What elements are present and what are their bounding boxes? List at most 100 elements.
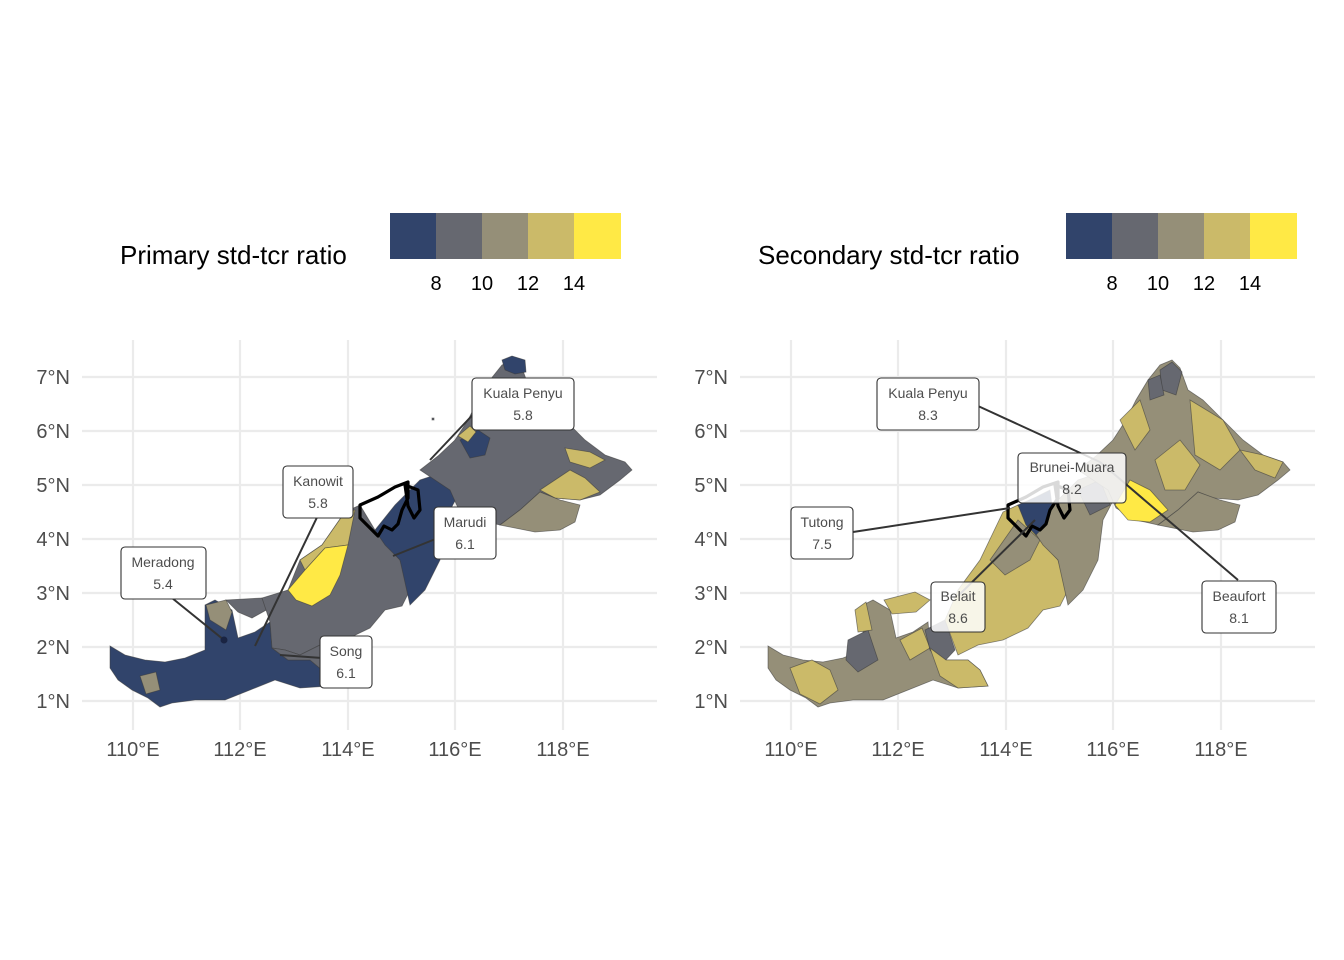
map-label: Meradong 5.4 — [120, 546, 207, 600]
y-tick-label: 6°N — [694, 421, 728, 443]
label-name: Tutong — [800, 514, 843, 530]
x-tick-label: 110°E — [764, 739, 817, 761]
region — [1157, 491, 1241, 533]
x-tick-label: 112°E — [213, 739, 266, 761]
label-value: 6.1 — [336, 665, 356, 681]
region — [1147, 374, 1165, 401]
y-tick-label: 4°N — [36, 529, 70, 551]
region — [501, 355, 527, 375]
region — [539, 469, 601, 501]
y-tick-label: 2°N — [36, 637, 70, 659]
legend-title: Primary std-tcr ratio — [120, 240, 347, 270]
legend-swatch-3 — [482, 213, 528, 259]
region — [499, 491, 581, 533]
region — [564, 447, 606, 469]
legend-tick: 8 — [430, 273, 441, 295]
label-name: Kuala Penyu — [483, 385, 562, 401]
region — [789, 659, 839, 705]
legend-swatch-2 — [1112, 213, 1158, 259]
x-tick-label: 110°E — [106, 739, 159, 761]
legend-swatch-5 — [574, 213, 621, 259]
legend-tick: 12 — [1193, 273, 1215, 295]
region — [1189, 399, 1241, 471]
label-value: 5.4 — [153, 576, 173, 592]
y-axis-labels: 7°N 6°N 5°N 4°N 3°N 2°N 1°N — [694, 367, 728, 713]
region — [854, 601, 873, 633]
map-label: Brunei-Muara 8.2 — [1017, 452, 1127, 504]
label-value: 6.1 — [455, 536, 475, 552]
legend-tick: 10 — [471, 273, 493, 295]
y-tick-label: 6°N — [36, 421, 70, 443]
legend-swatch-5 — [1250, 213, 1297, 259]
label-name: Meradong — [131, 554, 194, 570]
legend-swatch-3 — [1158, 213, 1204, 259]
y-tick-label: 5°N — [694, 475, 728, 497]
label-value: 7.5 — [812, 536, 832, 552]
label-value: 8.6 — [948, 610, 968, 626]
map-label: Tutong 7.5 — [790, 506, 854, 560]
map-label: Song 6.1 — [319, 635, 373, 689]
legend-swatch-1 — [1066, 213, 1112, 259]
label-name: Belait — [940, 588, 975, 604]
label-name: Beaufort — [1213, 588, 1266, 604]
region — [883, 591, 931, 615]
x-tick-label: 114°E — [321, 739, 374, 761]
legend-secondary: Secondary std-tcr ratio 8 10 12 14 — [758, 213, 1297, 295]
legend-tick: 14 — [563, 273, 585, 295]
map-label: Beaufort 8.1 — [1201, 580, 1277, 634]
y-tick-label: 7°N — [694, 367, 728, 389]
region — [457, 425, 477, 443]
y-tick-label: 3°N — [36, 583, 70, 605]
x-tick-label: 112°E — [871, 739, 924, 761]
label-value: 8.1 — [1229, 610, 1249, 626]
y-tick-label: 5°N — [36, 475, 70, 497]
region — [287, 544, 349, 607]
x-tick-label: 116°E — [428, 739, 481, 761]
label-value: 5.8 — [513, 407, 533, 423]
y-tick-label: 1°N — [36, 691, 70, 713]
x-tick-label: 116°E — [1086, 739, 1139, 761]
legend-primary: Primary std-tcr ratio 8 10 12 14 — [120, 213, 621, 295]
label-value: 8.2 — [1062, 481, 1082, 497]
region — [205, 599, 233, 631]
region — [1114, 479, 1169, 523]
label-leaders-primary — [171, 404, 483, 659]
label-name: Kanowit — [293, 473, 343, 489]
x-tick-label: 118°E — [1194, 739, 1247, 761]
y-tick-label: 7°N — [36, 367, 70, 389]
legend-tick: 14 — [1239, 273, 1261, 295]
region — [431, 417, 435, 421]
brunei-outline — [358, 480, 422, 538]
map-label: Marudi 6.1 — [433, 506, 497, 560]
label-name: Kuala Penyu — [888, 385, 967, 401]
y-tick-label: 1°N — [694, 691, 728, 713]
panel-secondary: Secondary std-tcr ratio 8 10 12 14 — [694, 213, 1315, 761]
label-value: 5.8 — [308, 495, 328, 511]
region — [139, 671, 161, 695]
panel-primary: Primary std-tcr ratio 8 10 12 14 — [36, 213, 657, 761]
map-label: Kanowit 5.8 — [282, 465, 354, 519]
map-label: Kuala Penyu 8.3 — [876, 377, 980, 431]
region — [1119, 399, 1151, 451]
map-label: Belait 8.6 — [930, 581, 986, 633]
label-value: 8.3 — [918, 407, 938, 423]
map-regions-secondary — [767, 359, 1291, 708]
region — [1239, 449, 1284, 479]
y-tick-label: 4°N — [694, 529, 728, 551]
x-axis-labels: 110°E 112°E 114°E 116°E 118°E — [106, 739, 589, 761]
region — [1154, 439, 1201, 491]
region — [225, 597, 271, 619]
label-name: Marudi — [444, 514, 487, 530]
label-name: Brunei-Muara — [1030, 459, 1115, 475]
legend-title: Secondary std-tcr ratio — [758, 240, 1020, 270]
legend-tick: 10 — [1147, 273, 1169, 295]
x-tick-label: 118°E — [536, 739, 589, 761]
legend-swatch-1 — [390, 213, 436, 259]
y-tick-label: 2°N — [694, 637, 728, 659]
legend-swatch-4 — [528, 213, 574, 259]
label-name: Song — [330, 643, 363, 659]
y-axis-labels: 7°N 6°N 5°N 4°N 3°N 2°N 1°N — [36, 367, 70, 713]
legend-tick: 12 — [517, 273, 539, 295]
region — [845, 629, 879, 673]
